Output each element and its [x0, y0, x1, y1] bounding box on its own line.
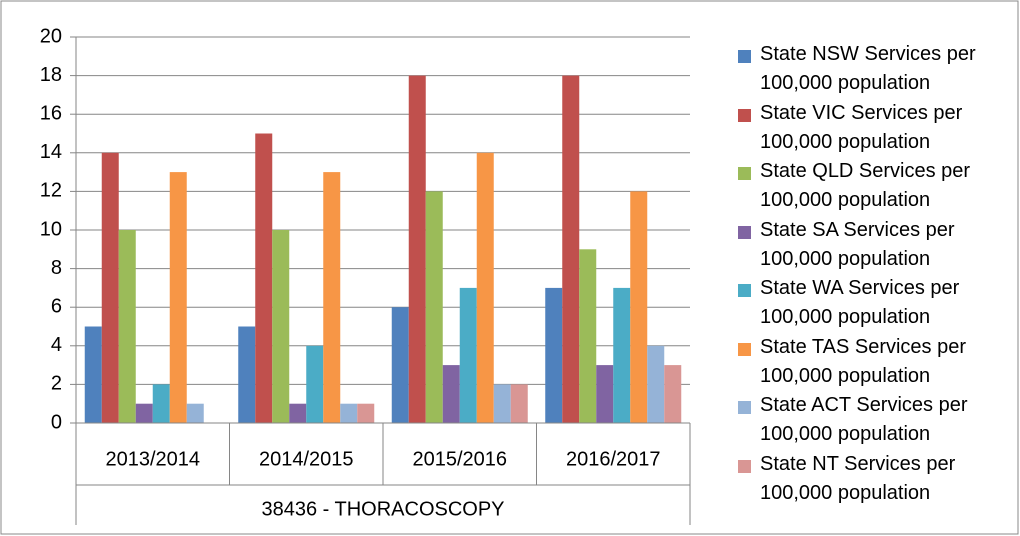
bar	[135, 403, 153, 423]
bar	[357, 403, 375, 423]
bar	[169, 172, 187, 423]
legend: State NSW Services per 100,000 populatio…	[738, 40, 1008, 508]
y-tick-label: 4	[51, 334, 62, 356]
legend-swatch	[738, 401, 751, 414]
x-tick-label: 2013/2014	[105, 448, 200, 470]
legend-item: State TAS Services per 100,000 populatio…	[738, 333, 1008, 392]
bar	[579, 249, 597, 423]
bar	[101, 152, 119, 424]
x-axis-label: 38436 - THORACOSCOPY	[261, 498, 504, 520]
y-tick-label: 14	[40, 141, 62, 163]
bar	[340, 403, 358, 423]
y-tick-label: 0	[51, 411, 62, 433]
legend-item: State VIC Services per 100,000 populatio…	[738, 99, 1008, 158]
legend-swatch	[738, 225, 751, 239]
legend-label: State QLD Services per 100,000 populatio…	[760, 160, 971, 211]
bar	[630, 191, 648, 423]
y-tick-label: 2	[51, 373, 62, 395]
bar	[391, 307, 409, 423]
bar	[255, 133, 273, 423]
bar	[613, 287, 631, 423]
x-tick-label: 2014/2015	[259, 448, 354, 470]
y-tick-label: 12	[40, 180, 62, 202]
x-tick-label: 2015/2016	[412, 448, 507, 470]
legend-label: State TAS Services per 100,000 populatio…	[760, 335, 967, 387]
legend-item: State WA Services per 100,000 population	[738, 274, 1008, 333]
y-tick-label: 10	[40, 218, 62, 240]
legend-item: State NSW Services per 100,000 populatio…	[738, 40, 1008, 99]
x-tick-label: 2016/2017	[566, 448, 661, 470]
bar	[272, 230, 290, 423]
legend-swatch	[738, 167, 751, 180]
bar	[510, 384, 528, 423]
legend-swatch	[738, 50, 751, 63]
bar	[408, 75, 426, 423]
legend-label: State NT Services per 100,000 population	[760, 452, 956, 504]
bar	[562, 75, 580, 423]
legend-swatch	[738, 108, 751, 122]
legend-item: State ACT Services per 100,000 populatio…	[738, 391, 1008, 450]
bar	[459, 287, 477, 423]
legend-item: State QLD Services per 100,000 populatio…	[738, 157, 1008, 216]
legend-swatch	[738, 459, 751, 473]
bar	[238, 326, 256, 423]
legend-swatch	[738, 342, 751, 356]
bar	[118, 230, 136, 423]
bar	[442, 365, 460, 423]
bar	[493, 384, 511, 423]
y-tick-label: 18	[40, 64, 62, 86]
legend-label: State ACT Services per 100,000 populatio…	[760, 394, 968, 445]
legend-swatch	[738, 284, 751, 297]
bar	[545, 287, 563, 423]
bar	[289, 403, 307, 423]
bar	[152, 384, 170, 423]
y-tick-label: 16	[40, 102, 62, 124]
legend-item: State SA Services per 100,000 population	[738, 216, 1008, 275]
y-tick-label: 20	[40, 25, 62, 47]
legend-label: State NSW Services per 100,000 populatio…	[760, 43, 976, 94]
legend-label: State WA Services per 100,000 population	[760, 277, 960, 328]
legend-label: State SA Services per 100,000 population	[760, 218, 955, 270]
bar	[476, 152, 494, 424]
bar	[425, 191, 443, 423]
bar	[186, 403, 204, 423]
bar	[323, 172, 341, 423]
bar	[306, 345, 324, 423]
legend-label: State VIC Services per 100,000 populatio…	[760, 101, 963, 153]
y-tick-label: 8	[51, 257, 62, 279]
bar	[664, 365, 682, 423]
y-tick-label: 6	[51, 295, 62, 317]
bar	[596, 365, 614, 423]
bar	[647, 345, 665, 423]
legend-item: State NT Services per 100,000 population	[738, 450, 1008, 509]
bar	[84, 326, 102, 423]
